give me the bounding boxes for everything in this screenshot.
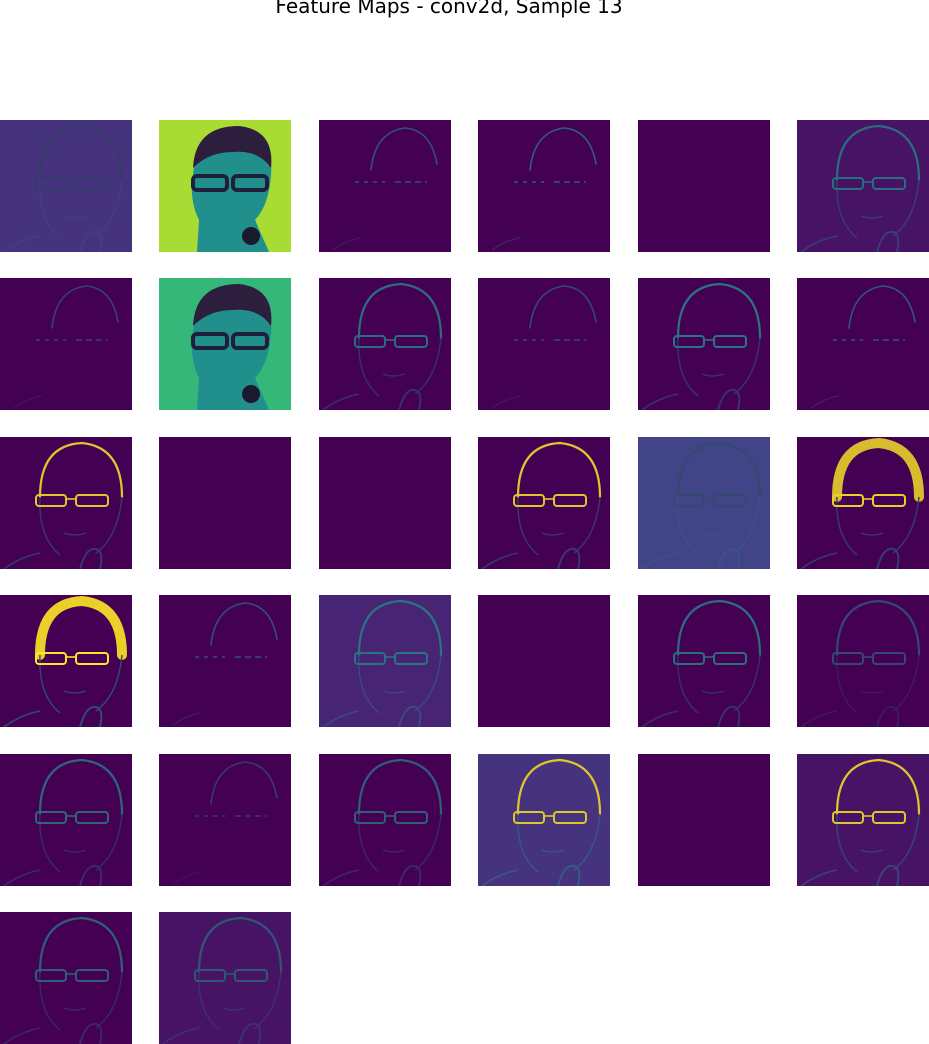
feature-map-22 <box>478 595 610 727</box>
feature-map-23 <box>638 595 770 727</box>
feature-map-11 <box>638 278 770 410</box>
feature-map-18 <box>797 437 929 569</box>
feature-map-20 <box>159 595 291 727</box>
feature-map-27 <box>319 754 451 886</box>
feature-map-14 <box>159 437 291 569</box>
feature-map-4 <box>478 120 610 252</box>
feature-map-32 <box>159 912 291 1044</box>
feature-map-2 <box>159 120 291 252</box>
figure-title: Feature Maps - conv2d, Sample 13 <box>275 0 623 18</box>
feature-map-13 <box>0 437 132 569</box>
feature-map-9 <box>319 278 451 410</box>
feature-map-31 <box>0 912 132 1044</box>
feature-map-30 <box>797 754 929 886</box>
feature-map-1 <box>0 120 132 252</box>
feature-map-15 <box>319 437 451 569</box>
feature-map-7 <box>0 278 132 410</box>
feature-map-10 <box>478 278 610 410</box>
feature-map-grid <box>0 120 929 1044</box>
feature-map-16 <box>478 437 610 569</box>
feature-map-24 <box>797 595 929 727</box>
feature-map-12 <box>797 278 929 410</box>
feature-map-21 <box>319 595 451 727</box>
feature-map-19 <box>0 595 132 727</box>
feature-map-26 <box>159 754 291 886</box>
feature-map-5 <box>638 120 770 252</box>
feature-map-25 <box>0 754 132 886</box>
feature-map-29 <box>638 754 770 886</box>
feature-map-3 <box>319 120 451 252</box>
feature-map-6 <box>797 120 929 252</box>
feature-map-8 <box>159 278 291 410</box>
feature-map-17 <box>638 437 770 569</box>
feature-map-28 <box>478 754 610 886</box>
